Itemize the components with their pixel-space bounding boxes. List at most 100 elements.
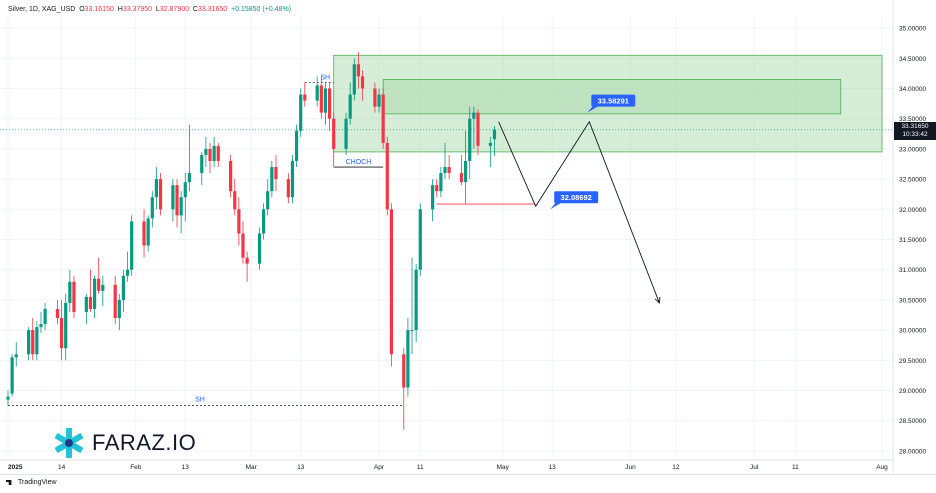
symbol-name[interactable]: Silver, 1D, XAG_USD	[8, 6, 76, 13]
y-tick-label: 29.50000	[899, 358, 926, 365]
candle-body	[262, 209, 266, 234]
candle-body	[377, 94, 381, 107]
low-label: L	[155, 6, 160, 13]
x-tick-label: 2025	[8, 464, 23, 471]
price-axis[interactable]: 35.00000 34.50000 34.00000 33.50000 33.00000…	[892, 0, 926, 474]
candle-body	[72, 281, 76, 312]
candle-body	[10, 357, 14, 394]
y-tick-label: 33.00000	[899, 146, 926, 153]
candle-body	[146, 218, 150, 246]
tradingview-logo-text: TradingView	[18, 479, 57, 486]
candle-body	[233, 191, 237, 210]
candle-body	[101, 284, 105, 291]
x-tick-label: Apr	[374, 464, 385, 471]
supply-zones	[333, 54, 883, 153]
candle-body	[183, 182, 187, 198]
candle-body	[435, 185, 439, 192]
close-value: 33.31650	[197, 6, 228, 13]
y-tick-label: 32.50000	[899, 177, 926, 184]
candle-body	[171, 185, 175, 210]
change-value: +0.15850 (+0.48%)	[231, 6, 291, 13]
candle-body	[352, 64, 356, 95]
y-tick-label: 35.00000	[899, 26, 926, 33]
candle-body	[150, 197, 154, 219]
sh-lower-label: SH	[195, 397, 205, 404]
candle-body	[373, 88, 377, 107]
callout-text: 32.08692	[561, 193, 592, 202]
y-tick-label: 29.00000	[899, 388, 926, 395]
candle-body	[431, 185, 435, 210]
x-tick-label: 12	[672, 464, 680, 471]
high-label: H	[117, 6, 123, 13]
candle-body	[88, 296, 93, 309]
tradingview-logo[interactable]: TradingView	[6, 479, 57, 486]
annotation-lines: SH SH CHOCH	[0, 74, 893, 406]
candle-body	[323, 88, 328, 113]
candle-body	[344, 118, 348, 149]
candle-body	[464, 160, 468, 183]
open-value: 33.16150	[84, 6, 114, 13]
callout-text: 33.58291	[598, 96, 629, 105]
candle-body	[158, 179, 163, 210]
callout-box	[554, 191, 599, 204]
candle-body	[179, 197, 183, 216]
y-tick-label: 28.00000	[899, 448, 926, 455]
candle-body	[270, 167, 274, 192]
time-axis[interactable]: 2025 14 Feb 13 Mar 13 Apr 11 May 13 Jun 12 Jul 11 Aug	[0, 459, 893, 471]
y-tick-label: 33.50000	[899, 116, 926, 123]
x-tick-label: 11	[792, 464, 799, 471]
candle-body	[286, 179, 290, 198]
y-tick-label: 28.50000	[899, 418, 926, 425]
candle-body	[385, 142, 389, 210]
candle-body	[14, 354, 18, 358]
x-tick-label: May	[497, 464, 510, 471]
x-tick-label: 13	[182, 464, 190, 471]
candle-body	[245, 257, 249, 264]
candle-body	[439, 173, 443, 192]
y-tick-label: 31.00000	[899, 267, 926, 274]
brand-name: FARAZ.IO	[92, 430, 197, 455]
candle-body	[418, 209, 422, 270]
candle-body	[125, 269, 130, 276]
y-tick-label: 30.00000	[899, 328, 926, 335]
high-value: 33.37950	[122, 6, 153, 13]
candle-body	[319, 85, 323, 113]
candle-body	[154, 179, 159, 198]
candle-body	[92, 278, 97, 309]
open-label: O	[79, 6, 85, 13]
low-value: 32.87900	[159, 6, 190, 13]
projection-line	[498, 120, 660, 304]
x-tick-label: 14	[58, 464, 66, 471]
last-price-tag: 33.31650 10:33:42	[894, 122, 936, 140]
callout-box	[591, 94, 636, 107]
x-tick-label: Jul	[750, 464, 759, 471]
candle-body	[43, 308, 47, 325]
annotation-labels: 33.58291 32.08692	[550, 94, 636, 210]
choch-label: CHOCH	[346, 159, 372, 166]
y-tick-label: 34.00000	[899, 86, 926, 93]
symbol-ohlc-header: Silver, 1D, XAG_USD O33.16150 H33.37950 …	[8, 6, 291, 13]
candle-body	[97, 278, 101, 291]
x-tick-label: Jun	[625, 464, 636, 471]
candle-series	[6, 52, 497, 430]
y-tick-label: 30.50000	[899, 297, 926, 304]
tradingview-logo-icon	[6, 480, 12, 485]
price-chart[interactable]: SH SH CHOCH 35.00000 34.50000 34.00000 33.500…	[0, 0, 936, 474]
candle-body	[35, 327, 39, 355]
candle-body	[216, 145, 220, 161]
chart-grid	[0, 16, 893, 460]
candle-body	[55, 308, 60, 319]
callout-pointer	[587, 105, 600, 113]
candle-body	[31, 330, 35, 355]
x-tick-label: Feb	[130, 464, 142, 471]
candle-body	[492, 129, 497, 140]
candle-body	[274, 167, 278, 180]
candle-body	[175, 185, 179, 216]
x-tick-label: Aug	[876, 464, 888, 471]
candle-body	[113, 284, 117, 319]
candle-body	[303, 94, 307, 101]
candle-body	[476, 112, 480, 146]
candle-body	[468, 118, 472, 161]
close-label: C	[192, 6, 198, 13]
candle-body	[410, 330, 414, 332]
